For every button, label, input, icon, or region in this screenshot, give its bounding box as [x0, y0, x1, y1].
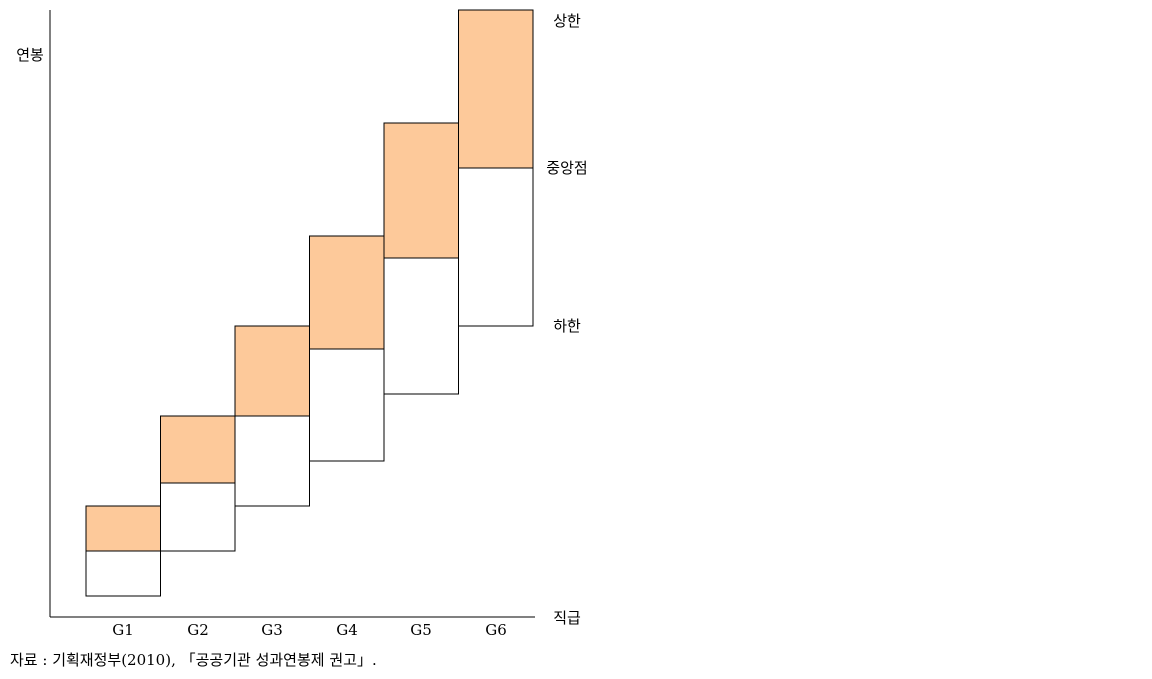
lower-label: 하한 [553, 317, 581, 335]
x-axis-label: 직급 [553, 609, 581, 627]
upper-band [85, 505, 161, 552]
lower-band [160, 482, 236, 552]
lower-band [234, 415, 310, 507]
lower-band [383, 257, 459, 395]
upper-label: 상한 [553, 12, 581, 30]
upper-band [458, 9, 534, 169]
grade-label: G4 [336, 621, 358, 639]
lower-band [85, 550, 161, 597]
source-note: 자료 : 기획재정부(2010), 「공공기관 성과연봉제 권고」. [10, 651, 377, 669]
middle-label: 중앙점 [546, 159, 587, 177]
grade-label: G3 [261, 621, 283, 639]
upper-band [309, 235, 385, 350]
grade-label: G6 [485, 621, 507, 639]
grade-label: G2 [187, 621, 209, 639]
grade-label: G5 [410, 621, 432, 639]
upper-band [234, 325, 310, 417]
upper-band [383, 122, 459, 259]
lower-band [458, 167, 534, 327]
lower-band [309, 348, 385, 462]
y-axis-label: 연봉 [16, 46, 44, 64]
grade-label: G1 [112, 621, 134, 639]
upper-band [160, 415, 236, 484]
